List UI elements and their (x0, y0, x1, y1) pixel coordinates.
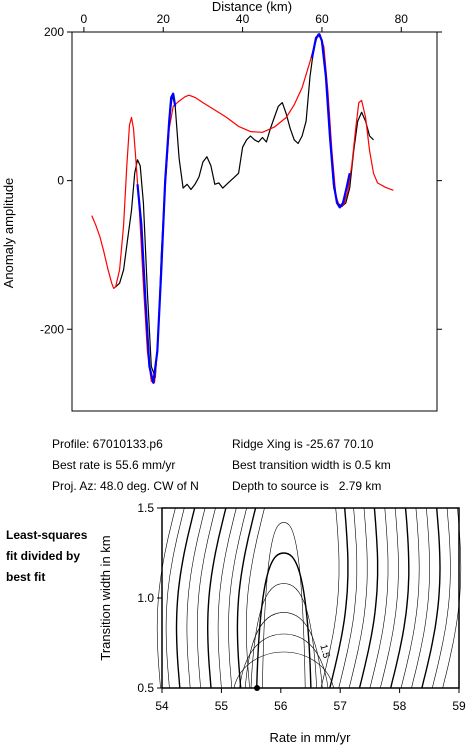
contour-line (196, 507, 216, 689)
contour-line (329, 507, 349, 689)
bottom-x-tick-label: 56 (274, 699, 288, 713)
side-note: Least-squares fit divided by best fit (6, 525, 116, 588)
series-line (91, 33, 394, 384)
contour-arch (256, 552, 312, 689)
contour-arch (262, 522, 306, 689)
top-y-tick-label: 200 (44, 25, 64, 39)
contour-line (165, 507, 185, 689)
misfit-contour-plot: Rate in mm/yr Transition width in km 54 5… (98, 501, 466, 745)
series-line (136, 92, 177, 384)
contour-line (228, 507, 247, 689)
contour-line (432, 507, 451, 689)
contour-label: 1.5 (317, 643, 331, 660)
top-y-tick-label: -200 (40, 322, 64, 336)
bottom-x-tick-label: 58 (393, 699, 407, 713)
bottom-y-tick-label: 0.5 (137, 681, 154, 695)
contour-line (338, 507, 358, 689)
ridge-xing-text: Ridge Xing is -25.67 70.10 (232, 437, 374, 451)
best-rate-text: Best rate is 55.6 mm/yr (52, 458, 176, 472)
top-plot-frame (71, 31, 438, 412)
top-x-tick-label: 40 (236, 12, 250, 26)
series-line (115, 33, 374, 379)
side-note-line: best fit (6, 570, 46, 584)
proj-az-text: Proj. Az: 48.0 deg. CW of N (52, 479, 199, 493)
bottom-x-tick-label: 55 (215, 699, 229, 713)
contour-line (380, 507, 399, 689)
top-x-tick-label: 0 (81, 12, 88, 26)
side-note-line: Least-squares (6, 528, 88, 542)
contour-line (442, 507, 462, 689)
best-width-text: Best transition width is 0.5 km (232, 458, 391, 472)
top-x-tick-label: 80 (395, 12, 409, 26)
contour-line (236, 507, 257, 689)
bottom-x-tick-label: 57 (334, 699, 348, 713)
top-y-tick-label: 0 (57, 174, 64, 188)
anomaly-profile-plot: Distance (km) Anomaly amplitude 0 20 40 60 8… (1, 0, 442, 412)
contour-line (320, 507, 340, 689)
contour-line (245, 507, 265, 689)
contour-line (175, 507, 196, 689)
contour-arch (239, 633, 329, 689)
bottom-y-tick-label: 1.0 (137, 591, 154, 605)
contour-arch (245, 612, 323, 689)
bottom-y-axis-label: Transition width in km (98, 535, 113, 660)
bottom-x-tick-label: 59 (452, 699, 466, 713)
profile-text: Profile: 67010133.p6 (52, 437, 163, 451)
contour-line (369, 507, 389, 689)
top-y-axis-label: Anomaly amplitude (1, 178, 16, 289)
depth-text: Depth to source is 2.79 km (232, 479, 382, 493)
top-x-axis-label: Distance (km) (212, 0, 292, 14)
side-note-line: fit divided by (6, 549, 81, 563)
contour-line (411, 507, 430, 689)
contour-line (390, 507, 410, 689)
contour-arch (250, 583, 317, 689)
contour-line (348, 507, 368, 689)
top-x-tick-label: 60 (315, 12, 329, 26)
series-line (310, 33, 351, 209)
contour-line (400, 507, 420, 689)
contour-line (206, 507, 227, 689)
bottom-x-axis-label: Rate in mm/yr (270, 730, 352, 745)
contour-arch (233, 651, 334, 689)
contour-line (358, 507, 379, 689)
bottom-x-tick-label: 54 (155, 699, 169, 713)
bottom-y-tick-label: 1.5 (137, 501, 154, 515)
top-x-tick-label: 20 (157, 12, 171, 26)
contour-line (217, 507, 237, 689)
best-fit-point (254, 685, 261, 691)
contour-line (186, 507, 206, 689)
contour-line (421, 507, 441, 689)
